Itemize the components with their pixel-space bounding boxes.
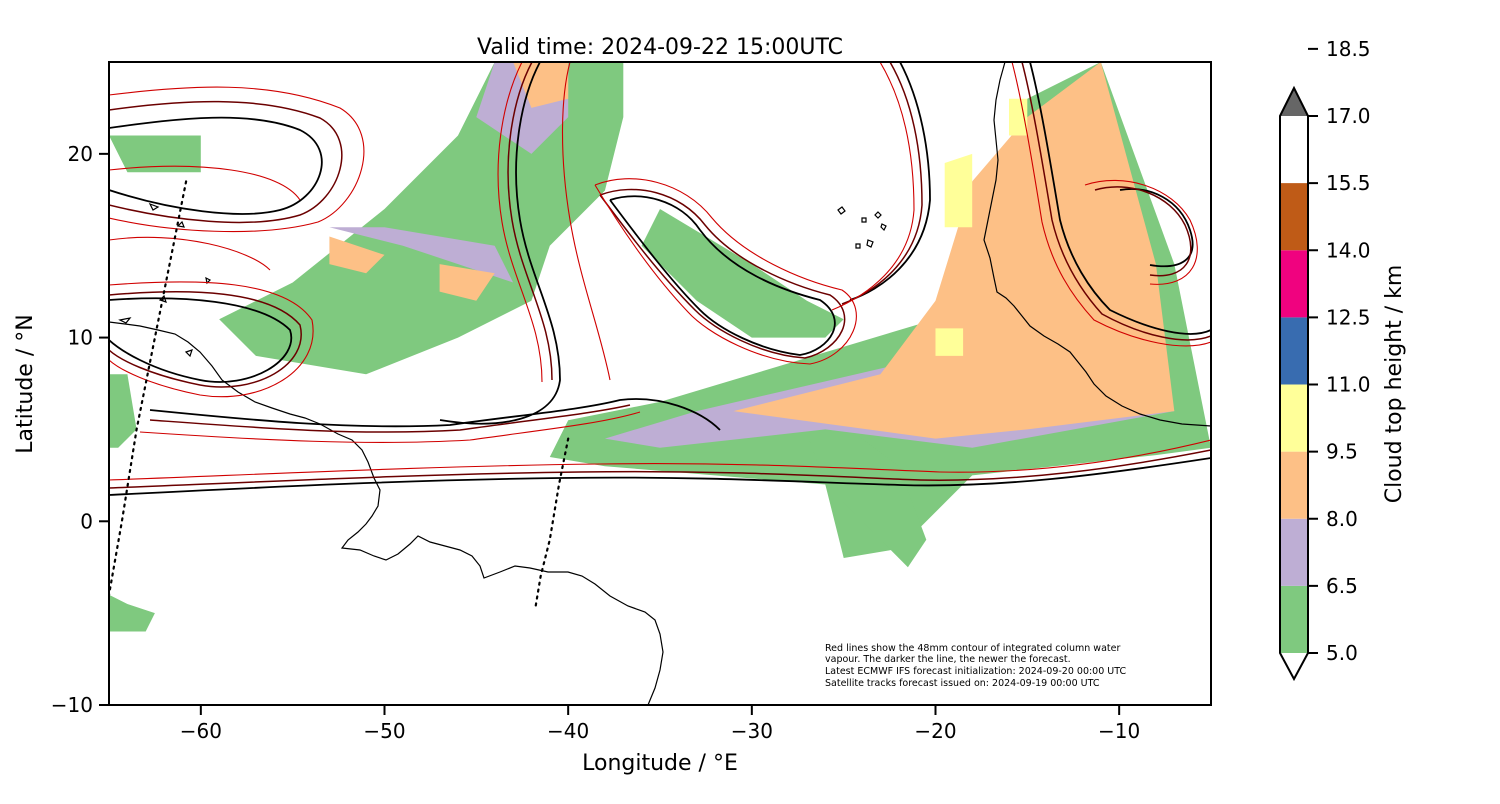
colorbar-tick-label: 12.5 [1326,305,1371,329]
colorbar-tick-label: 17.0 [1326,104,1371,128]
annotation-line-1: Red lines show the 48mm contour of integ… [825,643,1120,654]
cape-verde-islands [837,206,887,249]
cloud-top-height-field [109,62,1211,632]
coastlines [109,62,1211,705]
colorbar-segment [1280,183,1308,251]
caribbean-islands [118,202,212,358]
colorbar-segment [1280,451,1308,519]
x-axis: −60 −50 −40 −30 −20 −10 [180,705,1140,743]
x-tick-label: −10 [1098,719,1140,743]
colorbar-tick-label: 5.0 [1326,641,1358,665]
colorbar-tick-label: 8.0 [1326,507,1358,531]
annotation-line-3: Latest ECMWF IFS forecast initialization… [825,666,1126,677]
colorbar: 5.0 6.5 8.0 9.5 11.0 12.5 14.0 15.5 17.0 18.5 [1279,37,1371,682]
annotation-text: Red lines show the 48mm contour of integ… [825,643,1126,689]
cloud-region-level-4 [935,328,964,356]
annotation-line-2: vapour. The darker the line, the newer t… [825,654,1071,665]
plot-area [109,62,1211,705]
colorbar-segment [1280,250,1308,318]
x-tick-label: −60 [180,719,222,743]
ivcw-contour-older [109,62,1211,481]
south-america-coastline [109,321,664,705]
y-axis-label: Latitude / °N [13,314,38,453]
colorbar-extend-high [1280,88,1308,116]
colorbar-segment [1280,585,1308,653]
y-tick-label: 10 [68,326,93,350]
cloud-region-level-4 [944,153,973,228]
colorbar-segment [1280,384,1308,452]
colorbar-tick-label: 15.5 [1326,171,1371,195]
colorbar-label: Cloud top height / km [1382,265,1407,504]
colorbar-tick-label: 14.0 [1326,238,1371,262]
ivcw-contour-recent [109,62,1211,489]
x-axis-label: Longitude / °E [582,751,738,776]
cloud-region-level-1 [641,209,844,338]
cloud-region-level-1 [109,374,137,448]
x-tick-label: −40 [547,719,589,743]
colorbar-tick-label: 6.5 [1326,574,1358,598]
y-tick-label: −10 [51,693,93,717]
plot-frame [108,61,1212,706]
colorbar-extend-low [1280,653,1308,679]
ivcw-contour-latest [109,62,1211,496]
satellite-tracks [109,180,570,611]
y-tick-label: 0 [80,509,93,533]
annotation-line-4: Satellite tracks forecast issued on: 202… [825,678,1100,689]
colorbar-tick-label: 9.5 [1326,440,1358,464]
cloud-region-level-3 [329,236,385,274]
satellite-track-1 [109,180,188,596]
x-tick-label: −50 [363,719,405,743]
map-title: Valid time: 2024-09-22 15:00UTC [477,35,843,60]
africa-coastline [983,62,1211,427]
cloud-region-level-4 [1009,98,1028,136]
cloud-region-level-1 [109,135,201,173]
cloud-region-level-3 [439,264,495,301]
x-tick-label: −20 [914,719,956,743]
water-vapour-contours [109,62,1211,496]
y-axis: −10 0 10 20 [51,142,109,717]
y-tick-label: 20 [68,142,93,166]
x-tick-label: −30 [731,719,773,743]
colorbar-tick-label: 18.5 [1326,37,1371,61]
cloud-region-level-1 [109,594,155,632]
colorbar-segment [1280,518,1308,586]
cloud-region-level-3 [733,62,1175,439]
cloud-region-level-2 [329,227,514,283]
colorbar-tick-label: 11.0 [1326,373,1371,397]
colorbar-segment [1280,317,1308,385]
